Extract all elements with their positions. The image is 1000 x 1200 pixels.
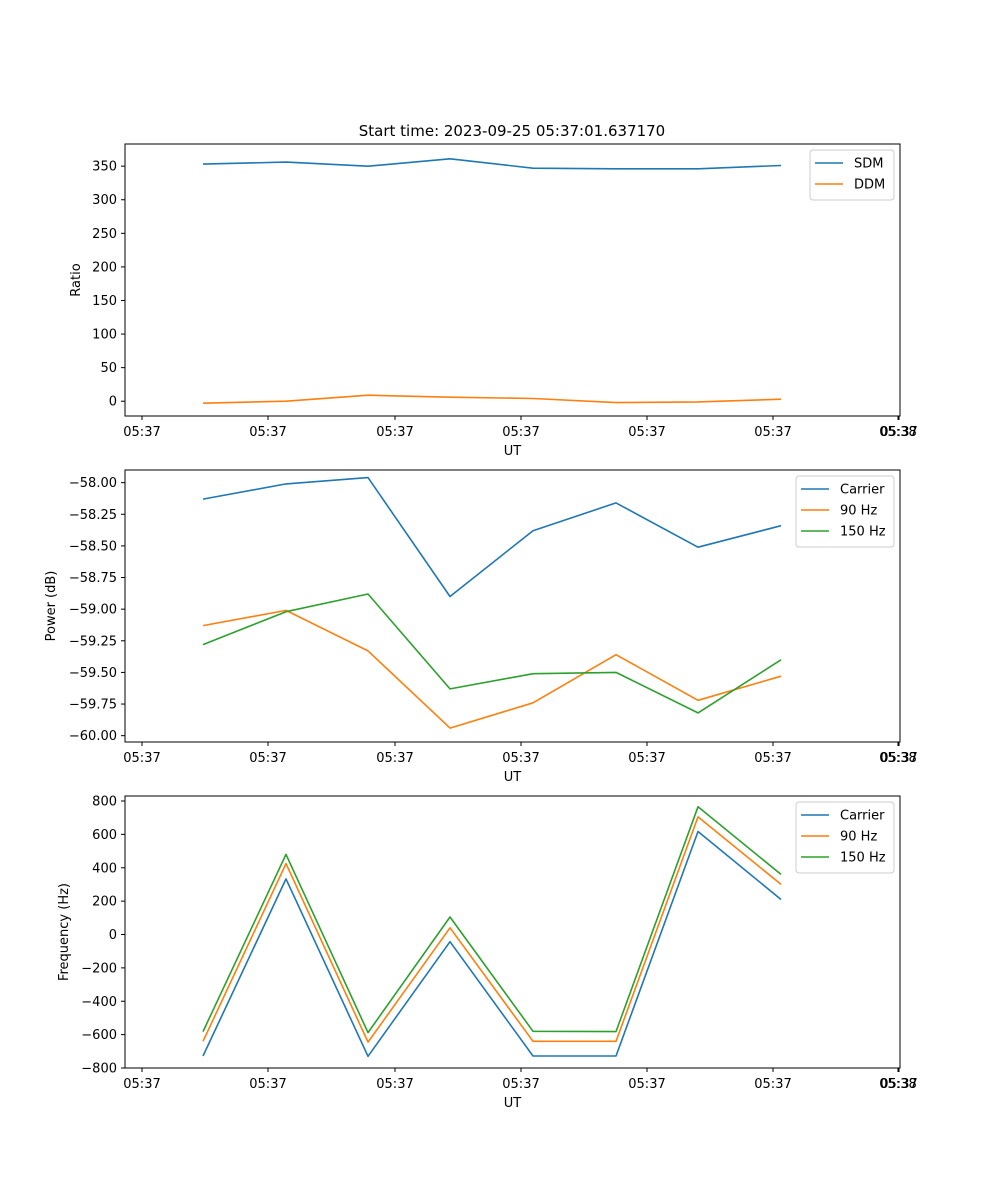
series-line-150-hz [202,805,782,1034]
y-tick-label: 400 [92,861,117,876]
x-tick-label: 05:37 [376,1077,413,1092]
legend-label: 90 Hz [840,504,877,519]
y-tick-label: 0 [109,395,117,410]
y-axis-label: Ratio [69,263,84,296]
y-tick-label: 100 [92,328,117,343]
x-tick-label: 05:37 [502,751,539,766]
x-tick-label: 05:37 [880,1077,917,1092]
x-tick-label: 05:37 [376,751,413,766]
x-tick-label: 05:38 [879,1077,916,1092]
legend-label: Carrier [840,809,885,824]
x-tick-label: 05:37 [123,1077,160,1092]
y-tick-label: −58.50 [69,539,117,554]
series-line-ddm [202,394,782,404]
legend-label: 150 Hz [840,525,886,540]
y-tick-label: 200 [92,895,117,910]
y-tick-label: −58.00 [69,476,117,491]
x-tick-label: 05:37 [754,751,791,766]
legend-label: DDM [854,178,885,193]
series-line-150-hz [202,593,782,714]
chart-2: 05:37 05:37 05:37 05:37 05:37 05:37 05:3705:38… [44,469,918,785]
x-tick-label: 05:37 [123,751,160,766]
y-tick-label: −800 [81,1062,117,1077]
series-line-90-hz [202,816,782,1043]
series-line-90-hz [202,609,782,729]
series-line-sdm [202,158,782,170]
y-tick-label: −59.50 [69,666,117,681]
y-tick-label: 250 [92,227,117,242]
x-tick-label: 05:37 [628,425,665,440]
x-axis-label: UT [504,1096,522,1111]
chart-1: 05:37 05:37 05:37 05:37 05:37 05:37 05:3705:38… [69,143,918,459]
y-tick-label: 50 [100,361,117,376]
legend-label: 150 Hz [840,851,886,866]
x-tick-label: 05:37 [502,1077,539,1092]
y-tick-label: −58.25 [69,508,117,523]
x-tick-label: 05:38 [879,425,916,440]
x-tick-label: 05:37 [754,425,791,440]
y-tick-label: −59.00 [69,603,117,618]
x-tick-label: 05:37 [249,1077,286,1092]
legend-label: 90 Hz [840,830,877,845]
x-axis-label: UT [504,444,522,459]
x-tick-label: 05:37 [249,425,286,440]
y-tick-label: −59.25 [69,634,117,649]
series-line-carrier [202,830,782,1058]
series-line-carrier [202,476,782,598]
axes-frame [124,795,901,1069]
x-tick-label: 05:37 [502,425,539,440]
y-tick-label: 0 [109,928,117,943]
x-tick-label: 05:38 [879,751,916,766]
y-tick-label: −400 [81,995,117,1010]
y-tick-label: 600 [92,828,117,843]
y-tick-label: −58.75 [69,571,117,586]
y-tick-label: 800 [92,795,117,810]
x-axis-label: UT [504,770,522,785]
x-tick-label: 05:37 [754,1077,791,1092]
x-tick-label: 05:37 [628,751,665,766]
legend-label: SDM [854,157,883,172]
y-tick-label: 300 [92,193,117,208]
axes-frame [124,143,901,417]
chart-3: 05:37 05:37 05:37 05:37 05:37 05:37 05:3705:38… [57,795,918,1111]
x-tick-label: 05:37 [123,425,160,440]
y-tick-label: −59.75 [69,698,117,713]
y-tick-label: 200 [92,260,117,275]
x-tick-label: 05:37 [880,751,917,766]
axes-frame [124,469,901,743]
y-tick-label: 350 [92,160,117,175]
figure-title: Start time: 2023-09-25 05:37:01.637170 [359,122,665,140]
y-tick-label: −600 [81,1028,117,1043]
y-tick-label: −200 [81,961,117,976]
legend-box [795,801,895,874]
x-tick-label: 05:37 [628,1077,665,1092]
x-tick-label: 05:37 [249,751,286,766]
legend-box [795,475,895,548]
x-tick-label: 05:37 [376,425,413,440]
y-tick-label: −60.00 [69,729,117,744]
y-axis-label: Frequency (Hz) [57,883,72,981]
x-tick-label: 05:37 [880,425,917,440]
legend-label: Carrier [840,483,885,498]
y-axis-label: Power (dB) [44,571,59,642]
y-tick-label: 150 [92,294,117,309]
